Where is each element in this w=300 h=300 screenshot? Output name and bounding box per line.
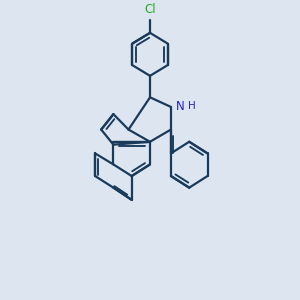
Text: N: N <box>176 100 185 112</box>
Text: Cl: Cl <box>144 3 156 16</box>
Text: H: H <box>188 101 196 111</box>
